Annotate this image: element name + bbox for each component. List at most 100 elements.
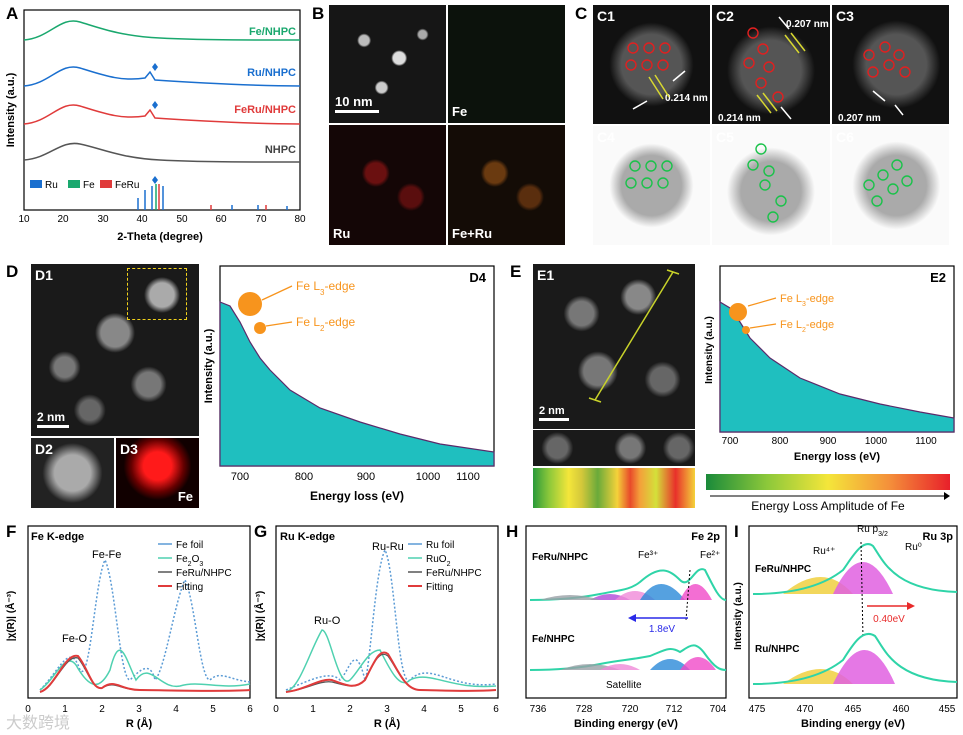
feru-map-label: Fe+Ru (452, 226, 493, 241)
colorbar (706, 474, 950, 490)
panel-i-label: I (734, 522, 739, 541)
g-xlabel: R (Å) (374, 717, 401, 730)
h-xtick: 712 (666, 704, 683, 715)
colorbar-label: Energy Loss Amplitude of Fe (751, 499, 905, 513)
fe-l3-marker (238, 292, 262, 316)
hrtem-c5: C5 (712, 126, 830, 245)
stem-image-d1: D1 2 nm (31, 264, 199, 436)
ru4-label: Ru⁴⁺ (813, 546, 835, 557)
ru-map-label: Ru (333, 226, 351, 241)
i-xtick: 470 (797, 704, 814, 715)
c2-distance-top: 0.207 nm (786, 19, 829, 30)
d4-label: D4 (469, 270, 486, 285)
i-ylabel: Intensity (a.u.) (733, 582, 744, 650)
line-scan (588, 269, 680, 403)
fe2p-shift: 1.8eV (649, 624, 675, 635)
xrd-chart: Ru Fe FeRu Fe/NHPC Ru/NHPC FeRu/NHPC NHP… (5, 9, 306, 243)
xrd-series-feru: FeRu/NHPC (234, 104, 296, 116)
e2-label: E2 (930, 270, 946, 285)
fe-l2-label: Fe L2-edge (296, 315, 355, 333)
ru-legend-foil: Ru foil (426, 540, 454, 551)
c4-label: C4 (597, 129, 615, 145)
xrd-legend-ru: Ru (45, 180, 58, 191)
e-fe-l3-label: Fe L3-edge (780, 293, 834, 308)
ru-legend-sample: FeRu/NHPC (426, 568, 482, 579)
stem-image-e1: E1 2 nm (533, 264, 695, 429)
d4-xtick: 800 (295, 471, 313, 483)
fe-legend-fe2o3: Fe2O3 (176, 554, 203, 568)
c6-label: C6 (836, 129, 854, 145)
xrd-ylabel: Intensity (a.u.) (5, 72, 17, 147)
e1-label: E1 (537, 267, 555, 283)
scale-bar (539, 418, 569, 421)
i-xtick: 475 (749, 704, 766, 715)
fe-legend-fitting: Fitting (176, 582, 203, 593)
e-fe-l3-marker (729, 303, 747, 321)
e2-xlabel: Energy loss (eV) (794, 451, 881, 463)
ru-k-title: Ru K-edge (280, 531, 335, 543)
d4-xlabel: Energy loss (eV) (310, 489, 404, 503)
g-ylabel: |χ(R)| (Å⁻³) (253, 591, 266, 642)
e2-xtick: 800 (772, 436, 789, 447)
g-xtick: 5 (458, 704, 464, 715)
xrd-series-ru: Ru/NHPC (247, 67, 296, 79)
f-xtick: 2 (99, 704, 105, 715)
xrd-xtick: 20 (57, 214, 69, 225)
panel-h-label: H (506, 522, 519, 541)
ru3p-shift: 0.40eV (873, 614, 905, 625)
g-xtick: 0 (273, 704, 279, 715)
g-xtick: 4 (421, 704, 427, 715)
xrd-series-fe: Fe/NHPC (249, 26, 296, 38)
line-scan-strip (533, 430, 695, 466)
panel-b-label: B (312, 4, 325, 23)
ru-o-label: Ru-O (314, 615, 341, 627)
h-xtick: 704 (710, 704, 727, 715)
e-fe-l2-label: Fe L2-edge (780, 319, 834, 334)
satellite-label: Satellite (606, 680, 642, 691)
c3-label: C3 (836, 8, 854, 24)
stem-image-d2: D2 (31, 438, 114, 508)
fe2-label: Fe²⁺ (700, 550, 720, 561)
feru-map-image: Fe+Ru (448, 125, 565, 245)
d4-xtick: 900 (357, 471, 375, 483)
xrd-xtick: 10 (18, 214, 30, 225)
d4-xtick: 700 (231, 471, 249, 483)
panel-a-label: A (6, 4, 19, 23)
d2-label: D2 (35, 441, 53, 457)
xrd-xlabel: 2-Theta (degree) (117, 231, 203, 243)
ru3p-title: Ru 3p (922, 531, 953, 543)
fe-fe-label: Fe-Fe (92, 549, 121, 561)
fe-o-label: Fe-O (62, 633, 88, 645)
haadf-image: 10 nm (329, 5, 446, 123)
ru3p-top-label: FeRu/NHPC (755, 564, 811, 575)
i-xtick: 465 (845, 704, 862, 715)
d4-ylabel: Intensity (a.u.) (203, 328, 215, 403)
e2-xtick: 1000 (865, 436, 888, 447)
ru-legend-fitting: Fitting (426, 582, 453, 593)
selection-box (127, 268, 187, 320)
fe-k-title: Fe K-edge (31, 531, 84, 543)
c5-label: C5 (716, 129, 734, 145)
xrd-xtick: 40 (136, 214, 148, 225)
ru-ru-label: Ru-Ru (372, 541, 404, 553)
lattice-markers (625, 16, 913, 223)
g-xtick: 1 (310, 704, 316, 715)
h-xtick: 736 (530, 704, 547, 715)
ru-legend-ruo2: RuO2 (426, 554, 451, 568)
h-xlabel: Binding energy (eV) (574, 718, 678, 730)
fe-map-d3: D3 Fe (116, 438, 199, 508)
h-xtick: 728 (576, 704, 593, 715)
scale-label: 10 nm (335, 94, 373, 109)
f-xtick: 5 (210, 704, 216, 715)
energy-loss-strip (533, 468, 695, 508)
f-xlabel: R (Å) (126, 717, 153, 730)
i-xtick: 460 (893, 704, 910, 715)
xrd-legend-feru: FeRu (115, 180, 139, 191)
i-xlabel: Binding energy (eV) (801, 718, 905, 730)
scale-bar (37, 425, 69, 428)
fe-legend-foil: Fe foil (176, 540, 203, 551)
g-xtick: 2 (347, 704, 353, 715)
c1-label: C1 (597, 8, 615, 24)
fe-legend-sample: FeRu/NHPC (176, 568, 232, 579)
hrtem-c3: C3 0.207 nm (832, 5, 949, 124)
